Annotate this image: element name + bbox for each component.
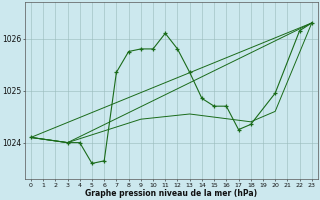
- X-axis label: Graphe pression niveau de la mer (hPa): Graphe pression niveau de la mer (hPa): [85, 189, 257, 198]
